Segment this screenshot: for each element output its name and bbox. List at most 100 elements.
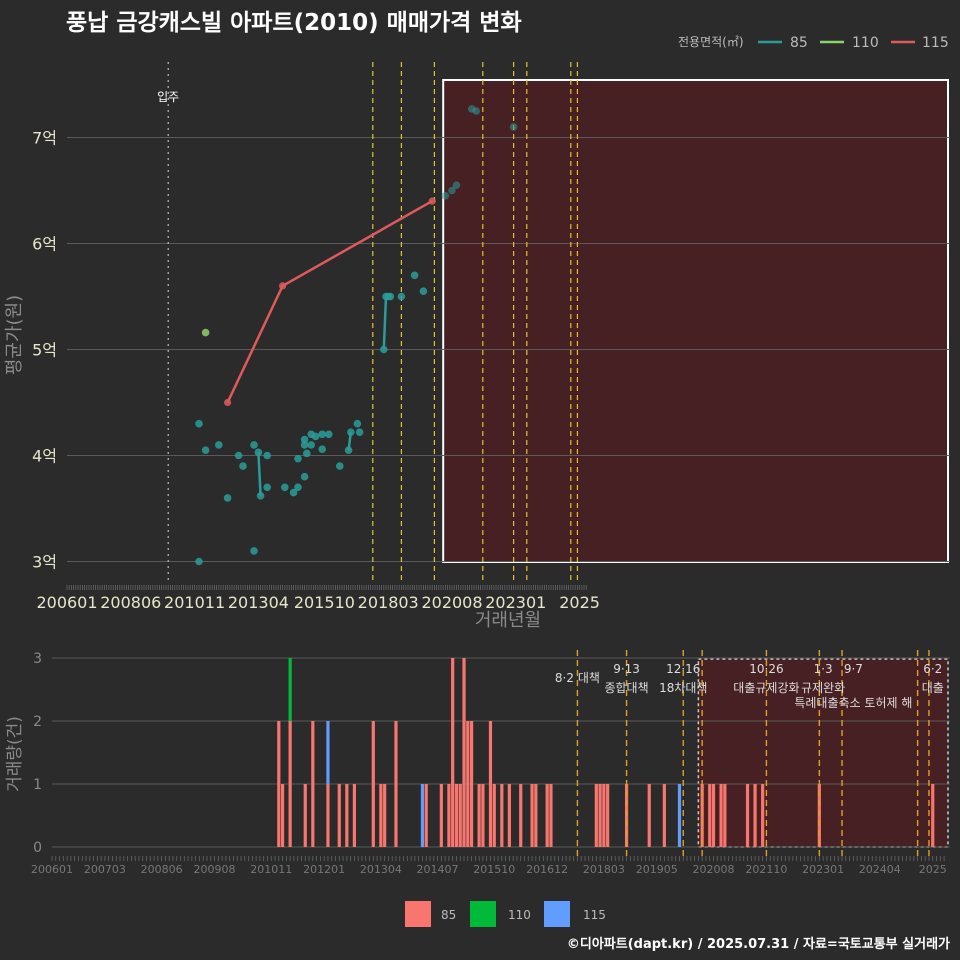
x-tick-label: 2025 xyxy=(559,593,600,612)
bar-85 xyxy=(647,784,651,847)
x-tick-label: 201304 xyxy=(360,863,402,876)
point-85 xyxy=(303,449,311,458)
point-85 xyxy=(336,462,344,470)
point-115 xyxy=(428,197,436,205)
point-85 xyxy=(344,446,353,455)
x-tick-label: 200908 xyxy=(194,863,236,876)
policy-text-label: 대출규제강화 xyxy=(733,681,799,695)
bar-85 xyxy=(662,784,666,847)
policy-text-label: 종합대책 xyxy=(604,680,648,695)
y-tick-label: 3억 xyxy=(32,553,57,572)
point-85 xyxy=(223,494,232,502)
point-85 xyxy=(410,271,419,280)
bar-115 xyxy=(420,784,425,847)
bar-85 xyxy=(708,784,712,847)
policy-text-label: 18차대책 xyxy=(659,680,707,695)
point-115 xyxy=(224,398,232,407)
x-tick-label: 200703 xyxy=(84,863,126,876)
bar-85 xyxy=(379,784,383,847)
bar-85 xyxy=(530,784,534,847)
y-tick-label: 5억 xyxy=(32,341,57,360)
policy-date-label: 10·26 xyxy=(749,662,783,676)
x-tick-label: 202301 xyxy=(802,863,844,876)
point-85 xyxy=(201,446,210,455)
bar-85 xyxy=(458,784,462,847)
y-tick-label: 4억 xyxy=(32,447,57,466)
bar-85 xyxy=(500,784,504,847)
policy-text-label: 대출 xyxy=(922,681,944,695)
x-tick-label: 200601 xyxy=(31,863,73,876)
policy-date-label: 12·16 xyxy=(666,662,700,676)
point-85 xyxy=(254,448,263,457)
bar-85 xyxy=(352,784,356,847)
footer-credit: ©디아파트(dapt.kr) / 2025.07.31 / 자료=국토교통부 실… xyxy=(567,936,950,952)
x-tick-label: 201510 xyxy=(294,593,355,612)
bar-85 xyxy=(462,658,466,847)
bar-85 xyxy=(481,784,485,847)
bar-85 xyxy=(383,784,387,847)
x-tick-label: 202008 xyxy=(693,863,735,876)
point-110 xyxy=(201,328,210,337)
highlight-region-recent xyxy=(442,79,949,563)
point-85 xyxy=(509,123,518,131)
legend-bar-label-110: 110 xyxy=(508,908,531,922)
legend-title: 전용면적(㎡) xyxy=(678,35,744,49)
x-tick-label: 201201 xyxy=(303,863,345,876)
x-tick-label: 202008 xyxy=(421,593,482,612)
bar-85 xyxy=(337,784,341,847)
point-85 xyxy=(239,462,247,470)
point-85 xyxy=(195,419,203,428)
legend-bar-label-115: 115 xyxy=(583,908,606,922)
price-chart-panel: 3억 4억 5억 6억 7억 200601 200806 201011 201304 201510… xyxy=(32,62,950,612)
y-tick-label: 1 xyxy=(33,777,42,793)
y-tick-label: 2 xyxy=(33,714,42,730)
point-85 xyxy=(195,557,203,566)
x-tick-label: 201803 xyxy=(358,593,419,612)
volume-chart-panel: 0 1 2 3 200601 200703 200806 200908 201011 201201… xyxy=(31,650,950,876)
x-tick-label: 201612 xyxy=(526,863,568,876)
point-85 xyxy=(318,430,327,439)
point-85 xyxy=(263,451,272,460)
bar-85 xyxy=(288,721,292,847)
y-tick-label: 0 xyxy=(33,840,42,856)
point-85 xyxy=(250,441,258,449)
bar-85 xyxy=(488,721,493,847)
point-85 xyxy=(250,547,258,555)
legend-label-110: 110 xyxy=(852,35,879,51)
point-85 xyxy=(263,483,272,492)
bar-85 xyxy=(447,784,451,847)
bar-85 xyxy=(545,784,549,847)
bar-85 xyxy=(606,784,610,847)
legend-bar-label-85: 85 xyxy=(441,908,456,922)
bar-85 xyxy=(277,721,281,847)
bar-85 xyxy=(719,784,723,847)
bar-85 xyxy=(594,784,598,847)
top-y-axis-label: 평균가(원) xyxy=(4,295,25,375)
x-tick-label: 202110 xyxy=(745,863,787,876)
point-115 xyxy=(279,282,287,290)
bar-85 xyxy=(723,784,727,847)
bar-85 xyxy=(345,784,349,847)
bar-85 xyxy=(311,721,315,847)
point-85 xyxy=(441,192,450,200)
point-85 xyxy=(300,435,309,444)
bar-85 xyxy=(394,721,398,847)
bar-85 xyxy=(439,784,443,847)
legend-top: 전용면적(㎡) 85 110 115 xyxy=(678,35,949,51)
legend-bar-swatch-110 xyxy=(470,901,496,927)
series-segment-85 xyxy=(382,296,388,350)
bar-85 xyxy=(761,784,765,847)
x-tick-label: 201011 xyxy=(250,863,292,876)
bar-85 xyxy=(303,784,307,847)
bar-85 xyxy=(602,784,606,847)
x-tick-label: 201803 xyxy=(583,863,625,876)
bar-85 xyxy=(466,721,470,847)
legend-bottom: 85 110 115 xyxy=(405,901,606,927)
point-85 xyxy=(397,292,406,301)
bar-85 xyxy=(753,784,757,847)
x-tick-label: 201905 xyxy=(636,863,678,876)
bar-85 xyxy=(931,784,935,847)
point-85 xyxy=(347,428,355,436)
point-85 xyxy=(289,488,298,497)
point-85 xyxy=(452,181,461,189)
